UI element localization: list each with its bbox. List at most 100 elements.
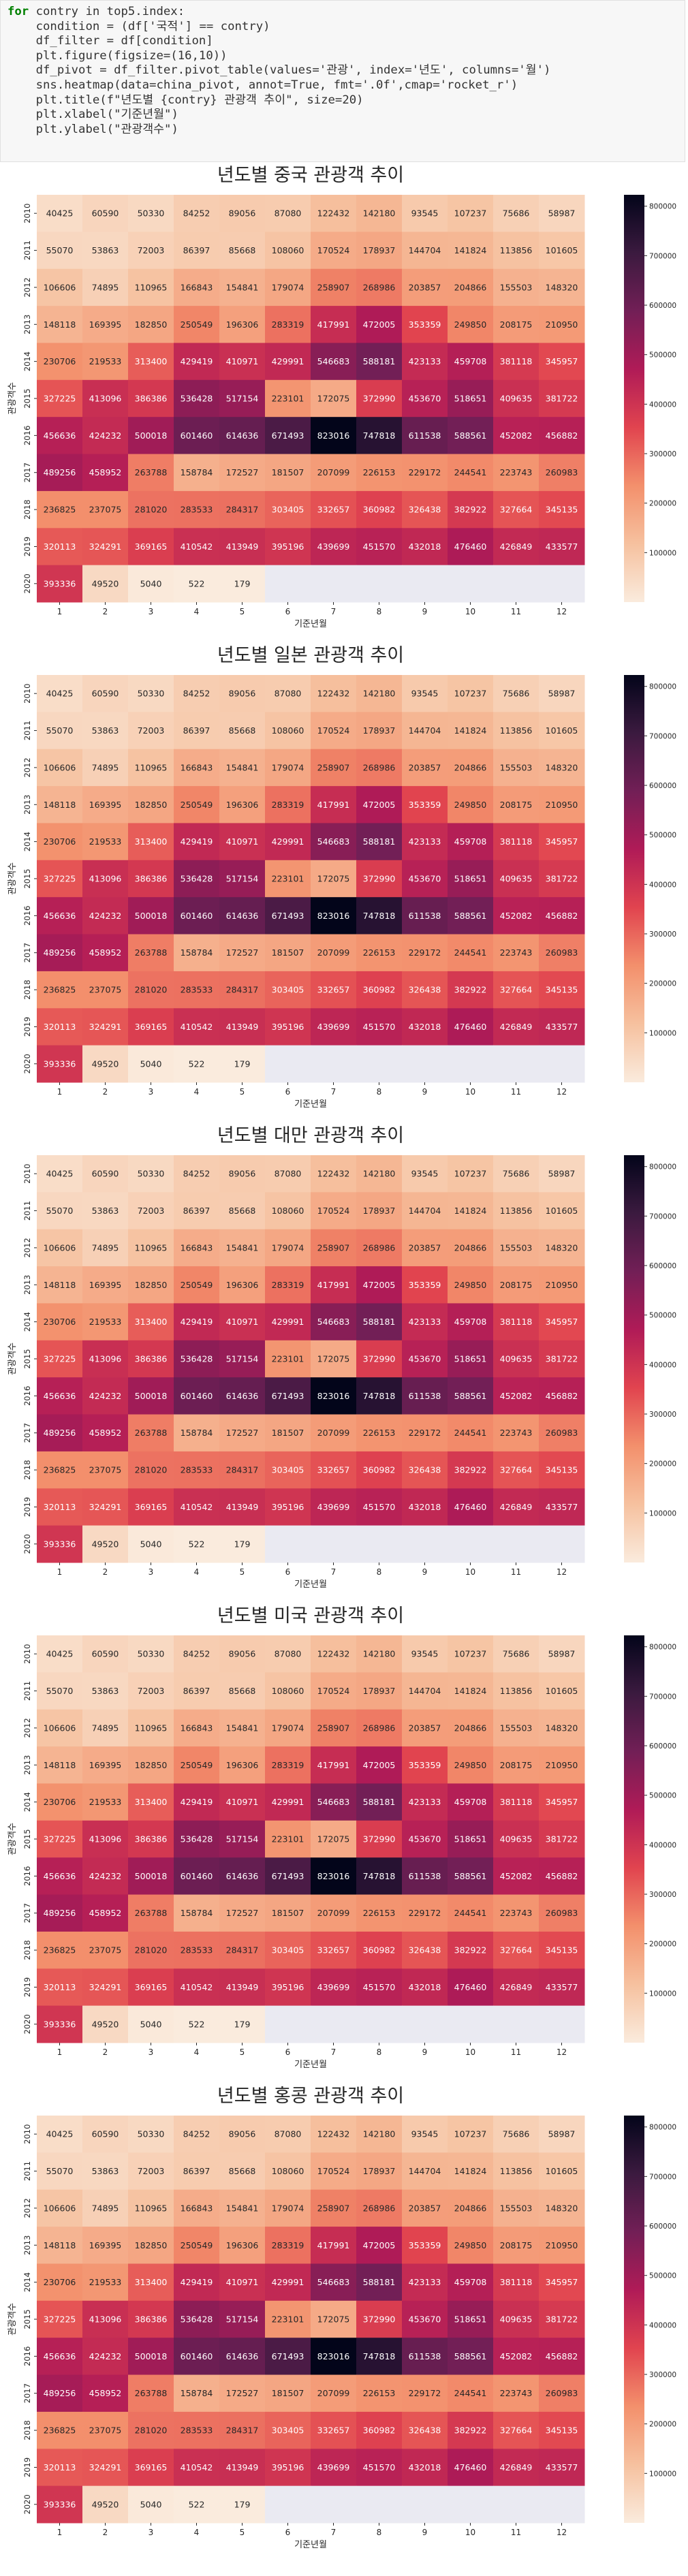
heatmap-cell [265, 417, 311, 455]
heatmap-cell-label: 237075 [89, 1465, 122, 1475]
heatmap-cell [402, 2449, 448, 2487]
heatmap-cell-label: 283533 [181, 505, 213, 515]
heatmap-cell-label: 284317 [226, 1945, 259, 1955]
heatmap-cell-label: 155503 [500, 282, 533, 292]
heatmap-cell [356, 1894, 403, 1932]
chart-title: 년도별 대만 관광객 추이 [217, 1125, 404, 1146]
heatmap-cell-label: 155503 [500, 1723, 533, 1733]
heatmap-cell-label: 144704 [409, 1206, 441, 1216]
heatmap-cell-label: 230706 [44, 2277, 76, 2287]
colorbar-tick-label: 100000 [649, 1990, 676, 1998]
heatmap-cell [174, 1155, 220, 1193]
heatmap-cell [539, 1709, 585, 1747]
heatmap-cell-empty [448, 1045, 494, 1083]
heatmap-cell [356, 2300, 403, 2338]
heatmap-cell [174, 232, 220, 270]
heatmap-cell [311, 897, 357, 935]
heatmap-cell [539, 1783, 585, 1821]
heatmap-cell [174, 195, 220, 232]
heatmap-cell [82, 971, 129, 1009]
heatmap-cell [539, 1414, 585, 1452]
x-tick-label: 2 [103, 1567, 108, 1577]
heatmap-cell [493, 1266, 540, 1304]
heatmap-cell-label: 423133 [409, 1317, 441, 1327]
heatmap-cell-label: 89056 [229, 1649, 256, 1659]
code-line: df_filter = df[condition] [7, 34, 213, 48]
heatmap-cell-label: 381722 [546, 394, 578, 404]
heatmap-cell [311, 195, 357, 232]
heatmap-cell [311, 749, 357, 787]
heatmap-cell-label: 110965 [135, 282, 168, 292]
heatmap-cell-label: 588181 [363, 2277, 396, 2287]
heatmap-cell [539, 1968, 585, 2007]
heatmap-cell [219, 823, 266, 861]
heatmap-cell [37, 1635, 83, 1673]
y-tick-label: 2017 [22, 462, 32, 482]
heatmap-cell-label: 58987 [548, 208, 576, 219]
heatmap-cell-label: 237075 [89, 1945, 122, 1955]
heatmap-cell [265, 823, 311, 861]
heatmap-cell-label: 49520 [92, 578, 119, 588]
heatmap-cell-label: 459708 [454, 2277, 487, 2287]
heatmap-cell [311, 268, 357, 307]
heatmap-cell [128, 2116, 174, 2153]
heatmap-cell [539, 1635, 585, 1673]
x-tick-label: 1 [57, 2047, 63, 2057]
heatmap-cell-label: 72003 [138, 2166, 165, 2176]
heatmap-cell [174, 1635, 220, 1673]
heatmap-cell-label: 169395 [89, 2240, 122, 2250]
heatmap-cell [219, 2263, 266, 2302]
y-tick-label: 2019 [22, 2457, 32, 2477]
heatmap-cell [82, 1672, 129, 1710]
heatmap-cell [448, 1746, 494, 1784]
heatmap-cell [174, 1045, 220, 1083]
heatmap-cell-label: 372990 [363, 1354, 396, 1364]
y-tick-label: 2011 [22, 240, 32, 260]
heatmap-cell-label: 386386 [135, 1834, 168, 1844]
heatmap-cell-label: 393336 [44, 1539, 76, 1549]
heatmap-cell [82, 2485, 129, 2524]
heatmap-cell [311, 490, 357, 529]
heatmap-cell-empty [493, 565, 540, 603]
heatmap-cell [37, 1672, 83, 1710]
heatmap-cell-label: 141824 [454, 1686, 487, 1696]
y-axis-label: 관광객수 [7, 1342, 18, 1375]
heatmap-cell-label: 93545 [411, 1649, 439, 1659]
x-tick-label: 3 [148, 1087, 154, 1097]
heatmap-cell [82, 454, 129, 492]
heatmap-cell-label: 426849 [500, 2462, 533, 2472]
colorbar-tick-label: 600000 [649, 302, 676, 310]
heatmap-cell [219, 306, 266, 343]
heatmap-cell [265, 343, 311, 381]
colorbar-tick-label: 500000 [649, 1792, 676, 1800]
heatmap-cell [311, 1451, 357, 1489]
heatmap-cell-empty [448, 2485, 494, 2524]
heatmap-cell [265, 454, 311, 492]
heatmap-cell-label: 219533 [89, 2277, 122, 2287]
heatmap-cell-label: 517154 [226, 1834, 259, 1844]
heatmap-cell [128, 306, 174, 343]
heatmap-cell-empty [356, 2485, 403, 2524]
heatmap-cell [448, 2300, 494, 2338]
x-tick-label: 12 [557, 1087, 567, 1097]
heatmap-cell-label: 229172 [409, 1908, 441, 1918]
heatmap-cell [82, 1488, 129, 1526]
heatmap-cell [402, 1488, 448, 1526]
heatmap-cell [311, 1894, 357, 1932]
colorbar-tick-label: 200000 [649, 1941, 676, 1949]
x-tick-label: 11 [511, 607, 521, 616]
heatmap-cell [128, 2300, 174, 2338]
code-line: for contry in top5.index: [7, 5, 550, 20]
heatmap-cell [82, 1451, 129, 1489]
heatmap-cell [37, 1525, 83, 1563]
heatmap-cell-empty [311, 1525, 357, 1563]
heatmap-cell [448, 1414, 494, 1452]
heatmap-cell [82, 2449, 129, 2487]
heatmap-cell-label: 433577 [546, 541, 578, 552]
heatmap-cell-empty [356, 1045, 403, 1083]
heatmap-cell [539, 1266, 585, 1304]
heatmap-cell [128, 1155, 174, 1193]
heatmap-cell-label: 671493 [272, 430, 304, 441]
heatmap-cell-label: 144704 [409, 1686, 441, 1696]
code-cell[interactable]: for contry in top5.index: condition = (d… [0, 0, 685, 162]
